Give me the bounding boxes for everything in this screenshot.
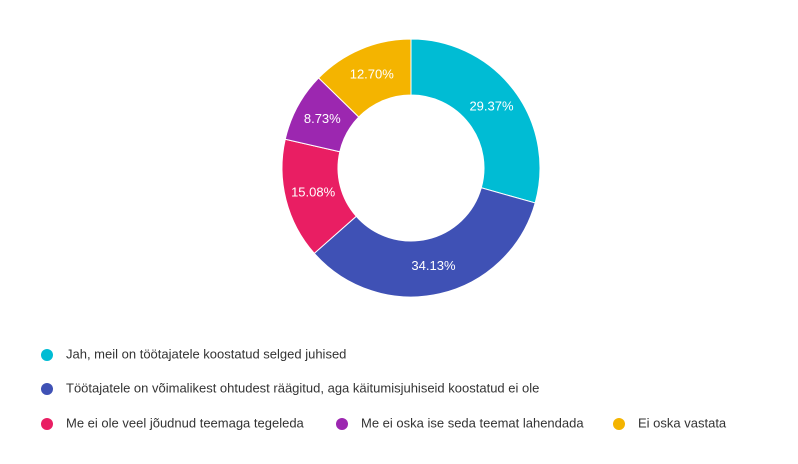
legend-marker bbox=[41, 418, 53, 430]
legend-marker bbox=[41, 349, 53, 361]
donut-slice bbox=[313, 187, 536, 298]
legend-label: Me ei ole veel jõudnud teemaga tegeleda bbox=[66, 415, 305, 430]
legend-label: Ei oska vastata bbox=[638, 415, 727, 430]
value-label: 12.70% bbox=[350, 66, 395, 81]
value-label: 34.13% bbox=[411, 258, 456, 273]
legend-marker bbox=[613, 418, 625, 430]
value-label: 15.08% bbox=[291, 184, 336, 199]
legend-label: Me ei oska ise seda teemat lahendada bbox=[361, 415, 584, 430]
legend-label: Jah, meil on töötajatele koostatud selge… bbox=[66, 346, 346, 361]
donut-slice bbox=[317, 38, 412, 118]
donut-slice bbox=[410, 38, 541, 204]
legend-label: Töötajatele on võimalikest ohtudest rääg… bbox=[66, 380, 539, 395]
value-label: 8.73% bbox=[304, 111, 341, 126]
value-label: 29.37% bbox=[469, 98, 514, 113]
legend-marker bbox=[41, 383, 53, 395]
legend-marker bbox=[336, 418, 348, 430]
